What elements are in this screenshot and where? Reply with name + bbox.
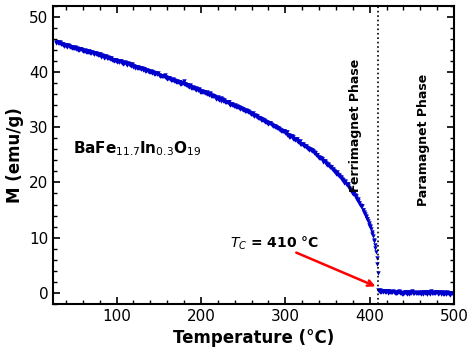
X-axis label: Temperature (°C): Temperature (°C) (173, 329, 334, 347)
Text: BaFe$_{11.7}$In$_{0.3}$O$_{19}$: BaFe$_{11.7}$In$_{0.3}$O$_{19}$ (73, 139, 201, 158)
Text: Paramagnet Phase: Paramagnet Phase (418, 74, 430, 206)
Text: $\mathit{T_C}$ = 410 °C: $\mathit{T_C}$ = 410 °C (230, 234, 319, 252)
Text: Ferrimagnet Phase: Ferrimagnet Phase (349, 58, 362, 192)
Y-axis label: M (emu/g): M (emu/g) (6, 107, 24, 203)
